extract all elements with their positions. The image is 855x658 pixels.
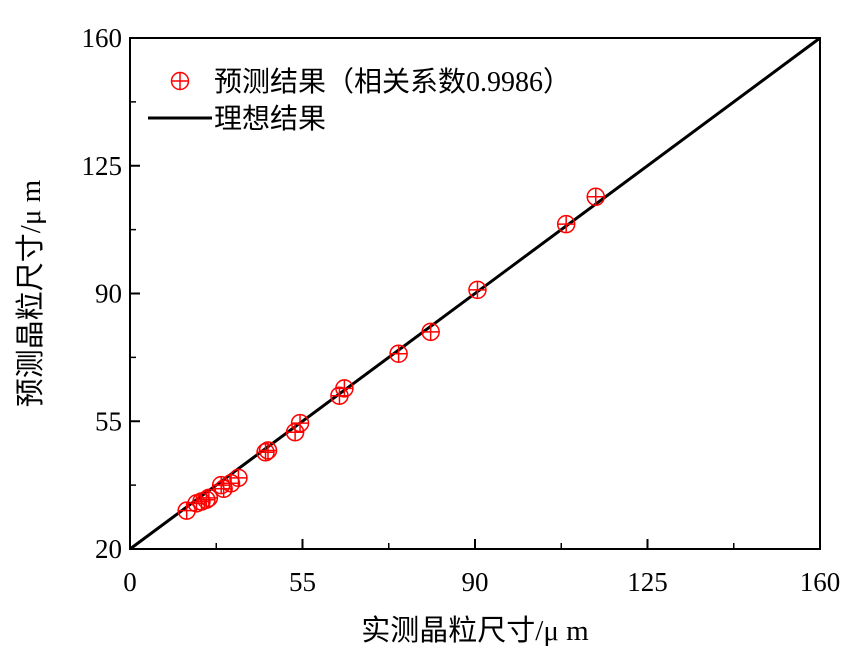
y-tick-label: 55 <box>95 406 122 436</box>
points-layer <box>177 187 605 520</box>
legend: 预测结果（相关系数0.9986） 理想结果 <box>148 66 571 135</box>
x-tick-label: 160 <box>800 567 841 597</box>
data-point <box>335 379 354 398</box>
y-tick-label: 20 <box>95 534 122 564</box>
y-tick-label: 125 <box>82 151 123 181</box>
y-axis-label: 预测晶粒尺寸/μ m <box>14 179 47 407</box>
y-tick-label: 160 <box>82 23 123 53</box>
data-point <box>468 280 487 300</box>
y-tick-label: 90 <box>95 279 122 309</box>
x-tick-label: 125 <box>627 567 668 597</box>
data-point <box>421 322 440 342</box>
data-point <box>586 187 605 207</box>
plot-frame <box>129 37 821 550</box>
x-axis-label: 实测晶粒尺寸/μ m <box>361 614 589 647</box>
data-point <box>556 214 576 234</box>
x-tick-label: 90 <box>462 567 489 597</box>
data-point <box>229 468 248 488</box>
ideal-line-layer <box>129 36 821 551</box>
data-point <box>199 488 219 508</box>
x-tick-labels: 0 55 90 125 160 <box>123 567 840 597</box>
y-tick-labels: 20 55 90 125 160 <box>82 23 123 564</box>
ideal-result-line <box>129 36 821 551</box>
legend-marker-scatter <box>170 71 190 91</box>
x-tick-label: 0 <box>123 567 137 597</box>
legend-scatter-symbol <box>170 71 190 91</box>
data-point <box>389 344 408 363</box>
data-point <box>258 441 278 460</box>
x-tick-label: 55 <box>289 567 316 597</box>
legend-label-line: 理想结果 <box>214 103 326 135</box>
legend-label-scatter: 预测结果（相关系数0.9986） <box>214 66 571 98</box>
data-point <box>290 413 310 433</box>
